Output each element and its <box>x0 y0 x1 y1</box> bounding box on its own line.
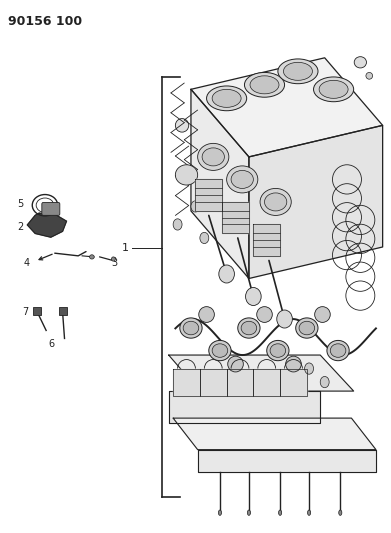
Ellipse shape <box>296 318 318 338</box>
Ellipse shape <box>202 148 224 166</box>
Polygon shape <box>249 125 383 278</box>
Ellipse shape <box>227 166 258 193</box>
Polygon shape <box>280 369 307 395</box>
Ellipse shape <box>90 255 94 259</box>
Text: 6: 6 <box>48 339 55 349</box>
Ellipse shape <box>339 510 342 515</box>
Ellipse shape <box>248 510 251 515</box>
Ellipse shape <box>197 143 229 171</box>
Polygon shape <box>169 355 354 391</box>
Polygon shape <box>198 450 376 472</box>
Ellipse shape <box>265 193 287 211</box>
Text: 4: 4 <box>23 259 29 268</box>
Ellipse shape <box>314 77 354 102</box>
Ellipse shape <box>299 321 315 335</box>
Polygon shape <box>173 418 376 450</box>
Text: 3: 3 <box>111 259 117 268</box>
Ellipse shape <box>175 165 198 185</box>
Ellipse shape <box>330 344 346 357</box>
Ellipse shape <box>231 171 253 189</box>
Polygon shape <box>173 369 200 395</box>
Ellipse shape <box>250 76 279 94</box>
Ellipse shape <box>200 232 209 244</box>
Ellipse shape <box>241 321 257 335</box>
Text: 7: 7 <box>22 307 28 317</box>
Ellipse shape <box>354 56 366 68</box>
Polygon shape <box>27 213 66 237</box>
Ellipse shape <box>327 341 349 361</box>
Ellipse shape <box>183 321 199 335</box>
Ellipse shape <box>305 363 314 374</box>
Ellipse shape <box>270 344 286 357</box>
Ellipse shape <box>277 310 292 328</box>
Ellipse shape <box>228 356 243 372</box>
Text: 5: 5 <box>17 199 23 208</box>
Text: 90156 100: 90156 100 <box>8 15 82 28</box>
Ellipse shape <box>219 510 221 515</box>
Polygon shape <box>253 224 280 256</box>
Ellipse shape <box>111 257 115 261</box>
Ellipse shape <box>180 318 202 338</box>
Ellipse shape <box>199 306 214 322</box>
Ellipse shape <box>191 201 200 212</box>
Ellipse shape <box>320 376 329 387</box>
Ellipse shape <box>366 72 373 79</box>
Ellipse shape <box>209 341 231 361</box>
Ellipse shape <box>267 341 289 361</box>
Ellipse shape <box>315 306 330 322</box>
Ellipse shape <box>286 356 301 372</box>
Polygon shape <box>169 391 320 423</box>
Ellipse shape <box>278 59 318 84</box>
Ellipse shape <box>219 265 235 283</box>
Ellipse shape <box>246 287 261 305</box>
Text: 1: 1 <box>122 243 129 253</box>
Ellipse shape <box>212 344 228 357</box>
Ellipse shape <box>283 62 312 80</box>
Ellipse shape <box>257 306 272 322</box>
Ellipse shape <box>244 72 285 97</box>
Ellipse shape <box>307 510 310 515</box>
Polygon shape <box>196 180 222 211</box>
Ellipse shape <box>206 86 247 111</box>
Ellipse shape <box>175 119 189 132</box>
Polygon shape <box>191 58 383 157</box>
FancyBboxPatch shape <box>59 307 67 315</box>
Polygon shape <box>200 369 227 395</box>
Ellipse shape <box>238 318 260 338</box>
FancyBboxPatch shape <box>42 203 60 215</box>
Ellipse shape <box>173 219 182 230</box>
FancyBboxPatch shape <box>33 307 41 315</box>
Ellipse shape <box>212 90 241 107</box>
Ellipse shape <box>260 188 291 215</box>
Polygon shape <box>227 369 253 395</box>
Polygon shape <box>253 369 280 395</box>
Polygon shape <box>222 202 249 233</box>
Ellipse shape <box>278 510 282 515</box>
Ellipse shape <box>319 80 348 98</box>
Text: 2: 2 <box>17 222 23 231</box>
Polygon shape <box>191 90 249 278</box>
